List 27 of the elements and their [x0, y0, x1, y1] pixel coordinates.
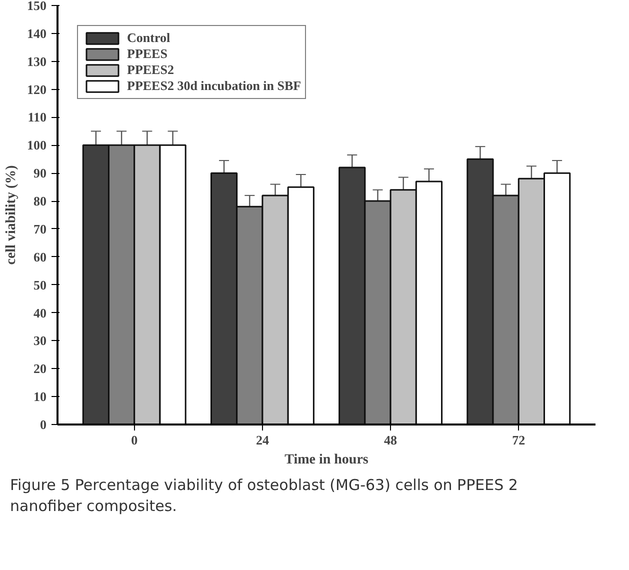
- x-tick-label: 0: [131, 432, 138, 448]
- x-tick-label: 48: [384, 432, 398, 448]
- legend-label: PPEES2: [127, 62, 174, 78]
- y-tick-label: 30: [34, 333, 46, 348]
- legend-label: PPEES2 30d incubation in SBF: [127, 78, 302, 94]
- y-tick-label: 150: [27, 0, 46, 13]
- y-tick-label: 40: [34, 305, 46, 320]
- y-tick-label: 130: [27, 54, 46, 69]
- y-tick-label: 140: [27, 26, 46, 41]
- legend-label: PPEES: [127, 46, 168, 62]
- caption: Figure 5 Percentage viability of osteoblast (MG-63) cells on PPEES 2 nanofiber composites.: [10, 475, 519, 518]
- y-tick-label: 80: [34, 194, 46, 209]
- y-tick-label: 100: [27, 138, 46, 153]
- y-tick-label: 20: [34, 361, 46, 376]
- y-tick-label: 10: [34, 389, 46, 404]
- x-tick-label: 24: [256, 432, 270, 448]
- y-tick-label: 110: [28, 110, 47, 125]
- y-tick-label: 90: [34, 166, 46, 181]
- legend-label: Control: [127, 30, 170, 46]
- y-axis-title: cell viability (%): [4, 164, 19, 265]
- y-tick-label: 60: [34, 249, 46, 264]
- y-tick-label: 0: [40, 417, 46, 432]
- x-axis-title: Time in hours: [284, 452, 369, 468]
- y-tick-label: 120: [27, 82, 46, 97]
- y-tick-label: 50: [34, 277, 46, 292]
- x-tick-label: 72: [512, 432, 526, 448]
- y-tick-label: 70: [34, 221, 46, 236]
